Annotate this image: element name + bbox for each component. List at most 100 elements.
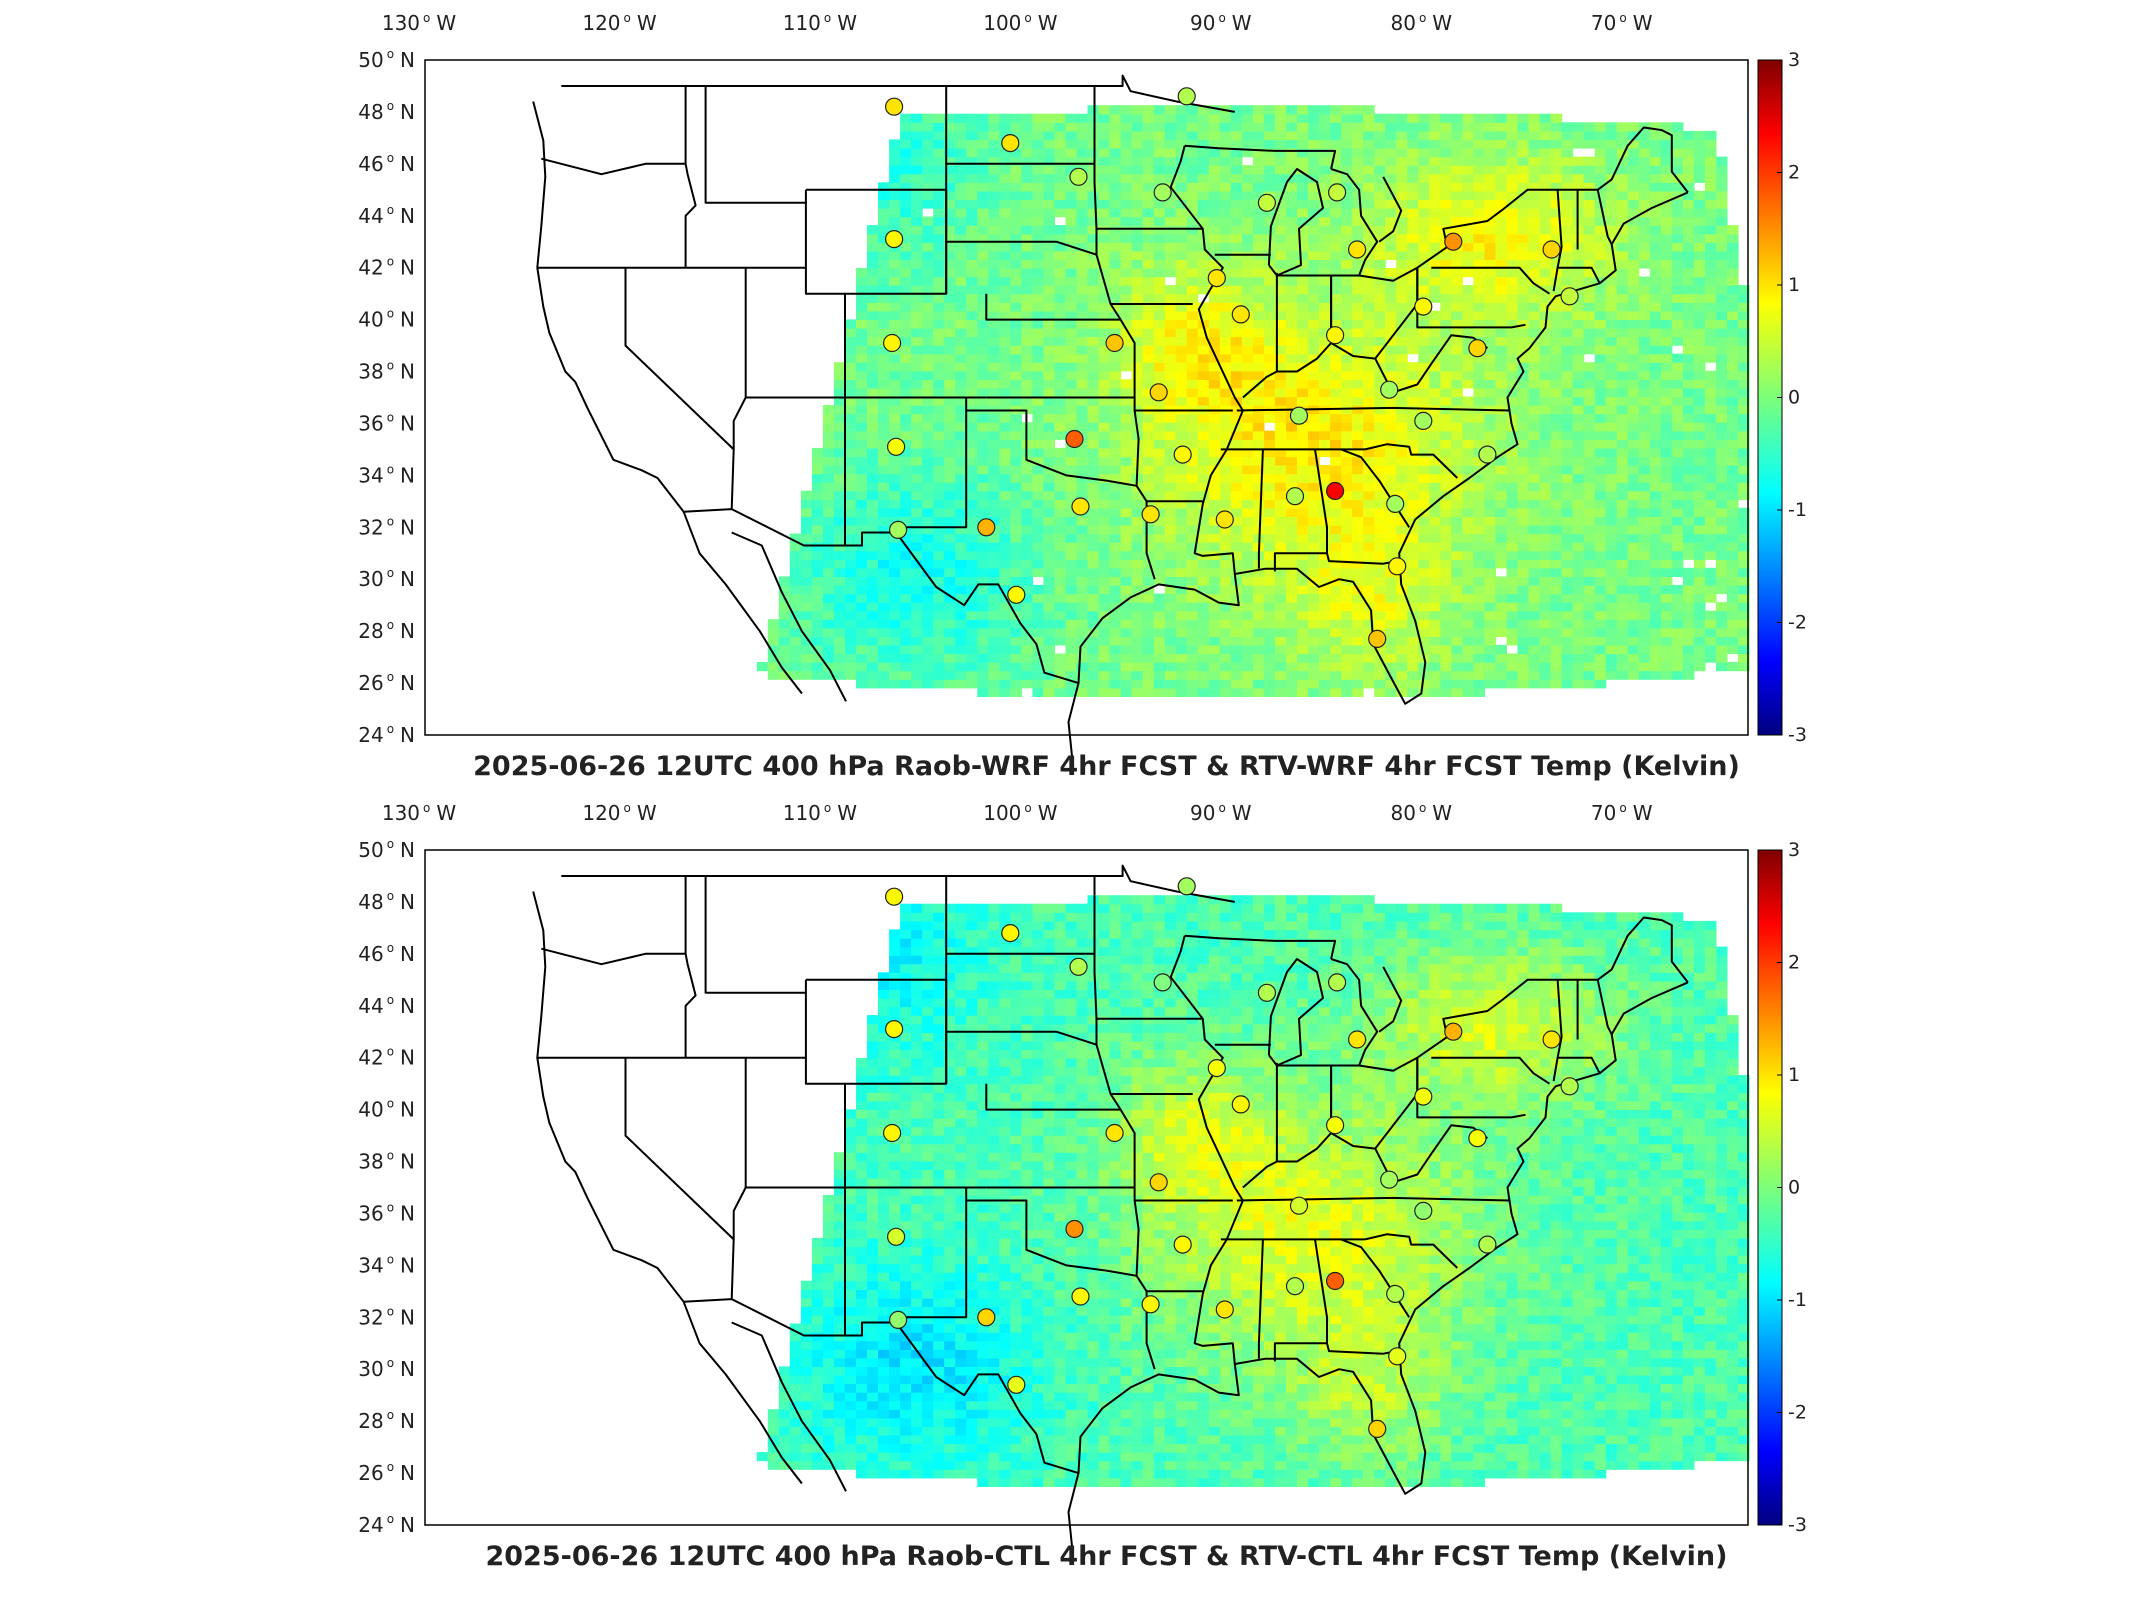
field-cell [1352,610,1364,620]
field-cell [1616,413,1629,423]
field-cell [1142,285,1155,295]
field-cell [1274,216,1287,226]
field-cell [822,413,835,423]
field-cell [1319,636,1331,646]
field-cell [1330,525,1342,535]
field-cell [1087,636,1100,646]
field-cell [1363,182,1375,192]
field-cell [1219,584,1232,595]
field-cell [1120,336,1133,346]
field-cell [856,396,868,406]
field-cell [1495,456,1507,466]
field-cell [1043,584,1055,595]
field-cell [1197,465,1210,475]
field-cell [977,148,989,158]
field-cell [1341,653,1353,663]
field-cell [988,482,1000,492]
field-cell [1572,173,1585,183]
field-cell [1495,482,1507,492]
field-cell [1164,430,1177,440]
field-cell [999,516,1011,526]
field-cell [1230,550,1243,560]
field-cell [1319,447,1331,458]
field-cell [1440,310,1452,320]
field-cell [900,156,912,166]
field-cell [1539,670,1552,680]
field-cell [1638,490,1651,500]
field-cell [1186,619,1199,629]
field-cell [1418,285,1430,295]
field-cell [1572,336,1585,346]
field-cell [1032,550,1044,560]
field-cell [1407,199,1419,209]
field-cell [1473,430,1485,440]
field-cell [1550,173,1563,183]
field-cell [977,345,989,355]
field-cell [1131,542,1144,552]
field-cell [1594,173,1607,183]
field-cell [1627,353,1640,363]
field-cell [1561,405,1574,415]
field-cell [1627,156,1640,166]
field-cell [944,593,956,603]
field-cell [977,285,989,295]
field-cell [1241,379,1254,389]
field-cell [1241,362,1254,372]
field-cell [1572,593,1585,603]
field-cell [1484,516,1496,526]
field-cell [977,627,989,637]
field-cell [966,567,978,577]
field-cell [1451,653,1463,663]
field-cell [1142,336,1155,346]
field-cell [1230,447,1243,458]
field-cell [1341,636,1353,646]
field-cell [1010,567,1022,577]
field-cell [1440,584,1452,595]
field-cell [1263,550,1276,560]
field-cell [999,644,1011,655]
field-cell [1021,156,1033,166]
field-cell [1109,353,1122,363]
field-cell [1583,430,1596,440]
field-cell [1616,336,1629,346]
field-cell [1286,430,1298,440]
field-cell [867,336,879,346]
field-cell [1330,516,1342,526]
field-cell [911,490,923,500]
field-cell [1473,208,1485,218]
field-cell [889,482,901,492]
field-cell [911,482,923,492]
field-cell [1561,584,1574,595]
field-cell [878,670,890,680]
field-cell [1197,370,1210,380]
field-cell [1517,576,1530,586]
field-cell [1627,396,1640,406]
field-cell [1605,405,1618,415]
field-cell [1186,387,1199,398]
field-cell [1407,533,1419,543]
field-cell [1054,559,1066,569]
field-cell [1076,456,1089,466]
field-cell [1098,593,1111,603]
field-cell [988,233,1000,243]
field-cell [1341,602,1353,612]
field-cell [1385,396,1397,406]
field-cell [1274,593,1287,603]
field-cell [1010,602,1022,612]
field-cell [1473,293,1485,303]
field-cell [1230,679,1243,689]
field-cell [1197,259,1210,269]
field-cell [878,396,890,406]
field-cell [1274,636,1287,646]
field-cell [1539,447,1552,458]
field-cell [1297,687,1309,697]
field-cell [944,379,956,389]
field-cell [1286,148,1298,158]
field-cell [856,567,868,577]
field-cell [1550,216,1563,226]
field-cell [1418,182,1430,192]
field-cell [1550,447,1563,458]
field-cell [1583,199,1596,209]
field-cell [1308,619,1320,629]
field-cell [1286,242,1298,252]
